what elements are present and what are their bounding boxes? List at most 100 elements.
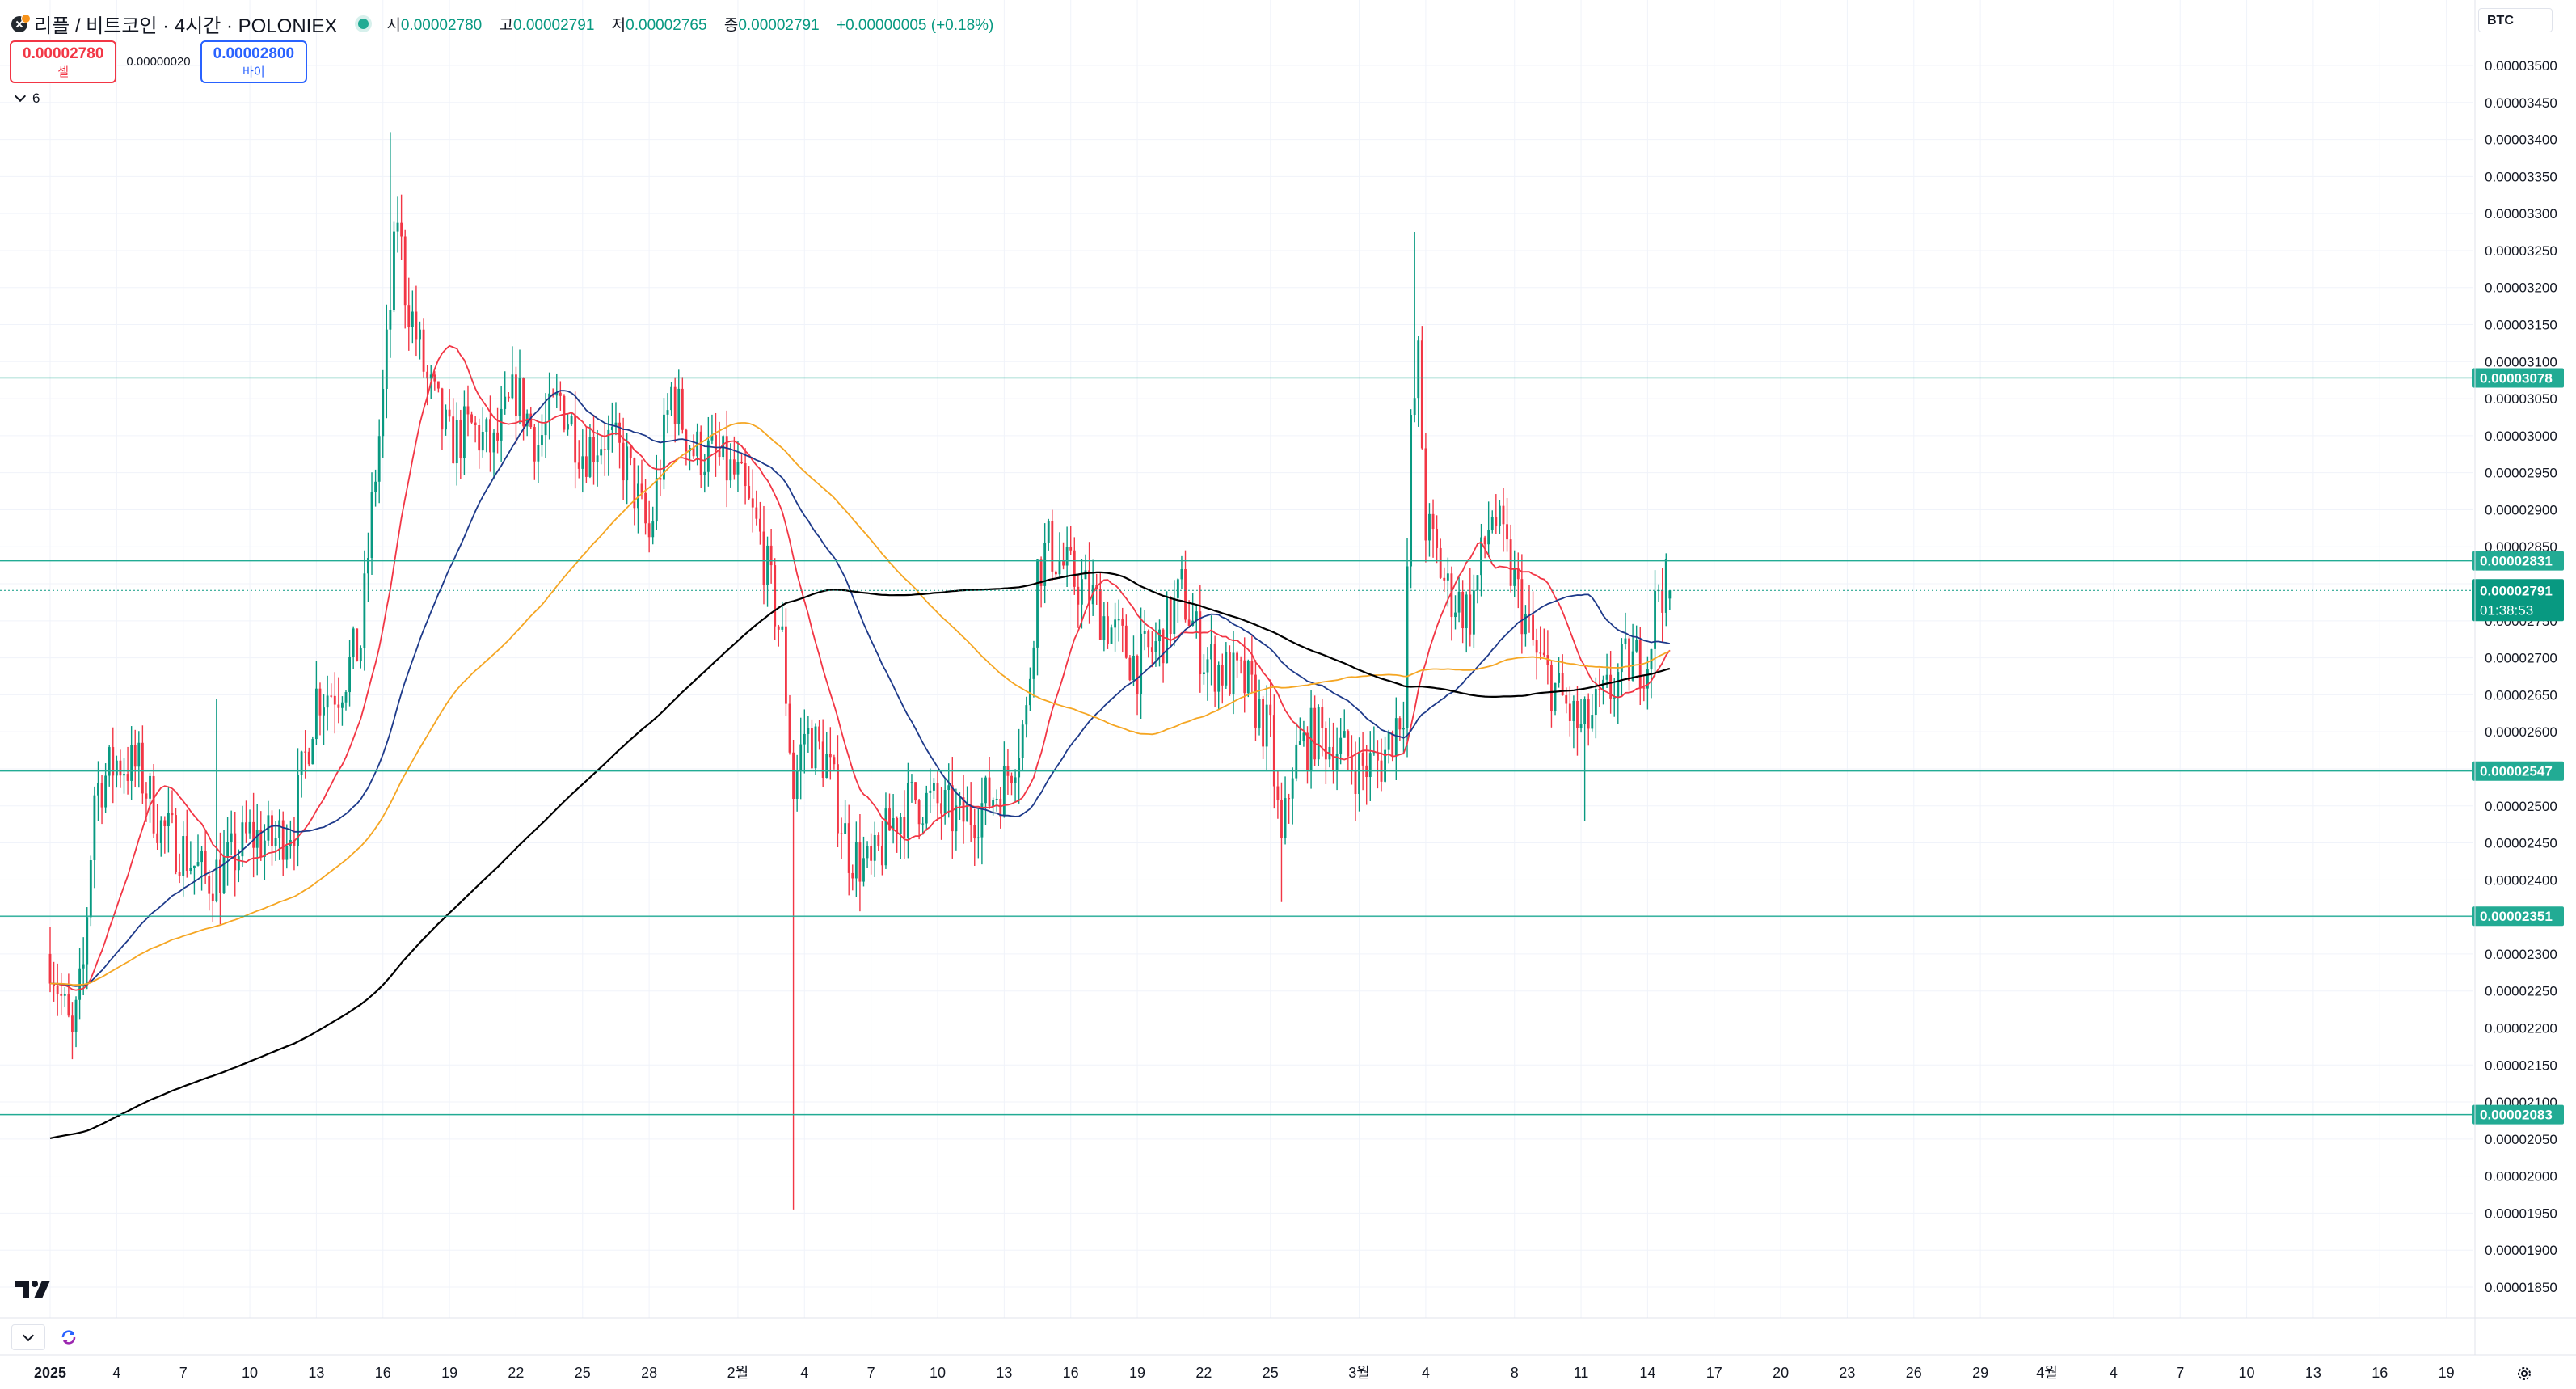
candle	[896, 816, 899, 853]
candle	[1250, 635, 1254, 694]
candle-body	[1154, 641, 1157, 652]
candle-body	[751, 498, 754, 508]
candle	[828, 727, 832, 780]
candle-body	[847, 823, 850, 873]
candle	[785, 608, 787, 717]
candle	[833, 754, 836, 770]
candle-body	[914, 782, 917, 801]
candle-body	[1150, 647, 1153, 652]
candle	[63, 987, 66, 1007]
candle-body	[1568, 703, 1571, 721]
candle-body	[614, 422, 618, 427]
replay-icon[interactable]	[60, 1328, 78, 1346]
candle-body	[1657, 589, 1660, 592]
candle	[1431, 499, 1435, 558]
candle-body	[211, 893, 214, 902]
candle-body	[1384, 749, 1386, 782]
candle-body	[811, 728, 813, 769]
symbol-title[interactable]: 리플 / 비트코인 · 4시간 · POLONIEX	[34, 15, 338, 37]
candle-body	[1173, 597, 1176, 635]
candle-body	[1516, 569, 1520, 580]
candle-body	[659, 478, 662, 480]
candle-body	[230, 833, 233, 842]
candle-body	[255, 830, 259, 848]
time-tick-label: 25	[1263, 1365, 1279, 1381]
candle-body	[1398, 718, 1402, 730]
collapse-panel-button[interactable]	[11, 1324, 45, 1350]
candle	[393, 221, 395, 313]
candle	[1476, 575, 1479, 604]
candle	[892, 794, 895, 844]
time-tick-label: 28	[641, 1365, 657, 1381]
candle-body	[1406, 566, 1409, 728]
candle-body	[422, 329, 425, 372]
candle-body	[1332, 746, 1334, 772]
candle-body	[171, 813, 174, 816]
buy-button[interactable]: 0.00002800 바이	[200, 40, 308, 83]
sell-button[interactable]: 0.00002780 셀	[10, 40, 117, 83]
candle-body	[481, 431, 484, 451]
candle	[341, 696, 344, 726]
candle-body	[337, 704, 340, 708]
candle-body	[706, 440, 710, 472]
candle	[1591, 694, 1594, 732]
candle-body	[89, 859, 92, 918]
candle	[825, 732, 828, 779]
candle	[175, 807, 177, 875]
candle-body	[1428, 513, 1431, 541]
candle-body	[318, 688, 322, 716]
candle-body	[1288, 798, 1291, 800]
candle-body	[426, 371, 429, 379]
candle-body	[1065, 547, 1069, 566]
price-axis: 0.00003500 0.00003450 0.00003400 0.00003350…	[2475, 0, 2576, 1318]
candle-body	[1587, 699, 1590, 729]
gear-icon[interactable]	[2515, 1365, 2533, 1383]
candle-body	[175, 815, 177, 872]
candle-body	[692, 448, 695, 457]
candle	[1339, 718, 1343, 765]
candle	[1158, 619, 1161, 667]
candle-body	[715, 434, 717, 451]
candle-body	[1036, 559, 1039, 648]
candle	[1169, 596, 1172, 648]
candle-body	[407, 305, 411, 327]
candle	[748, 466, 751, 500]
candle-body	[644, 492, 647, 524]
candle	[1361, 732, 1364, 791]
candle	[1265, 685, 1268, 771]
candle-body	[1124, 625, 1128, 658]
tradingview-logo-icon[interactable]	[13, 1279, 52, 1300]
candle-body	[1436, 529, 1439, 548]
candle	[866, 841, 869, 868]
candle-body	[888, 808, 891, 831]
candle-body	[769, 545, 773, 566]
candle	[1490, 510, 1494, 534]
candle	[729, 443, 732, 488]
candle	[307, 747, 310, 767]
candle-body	[943, 790, 947, 814]
indicators-toggle[interactable]: 6	[14, 90, 40, 107]
candle	[314, 661, 318, 745]
candle-body	[97, 783, 99, 796]
candle	[1631, 623, 1634, 682]
candle	[1347, 729, 1350, 771]
candle	[385, 304, 388, 419]
candle	[374, 469, 377, 507]
candle-body	[1513, 569, 1516, 586]
candle	[219, 832, 221, 925]
candle	[1128, 655, 1132, 682]
time-tick-label: 19	[2439, 1365, 2455, 1381]
candle	[1661, 568, 1664, 643]
candle	[152, 764, 155, 838]
currency-selector[interactable]: BTC	[2478, 8, 2553, 32]
candle-body	[1650, 648, 1653, 670]
candle	[1272, 694, 1275, 809]
candle	[1550, 661, 1553, 728]
candle	[234, 811, 237, 897]
candle-body	[629, 446, 632, 458]
candle	[1454, 595, 1457, 630]
time-tick-label: 14	[1639, 1365, 1655, 1381]
candle-body	[792, 752, 795, 800]
candle-body	[933, 783, 935, 791]
